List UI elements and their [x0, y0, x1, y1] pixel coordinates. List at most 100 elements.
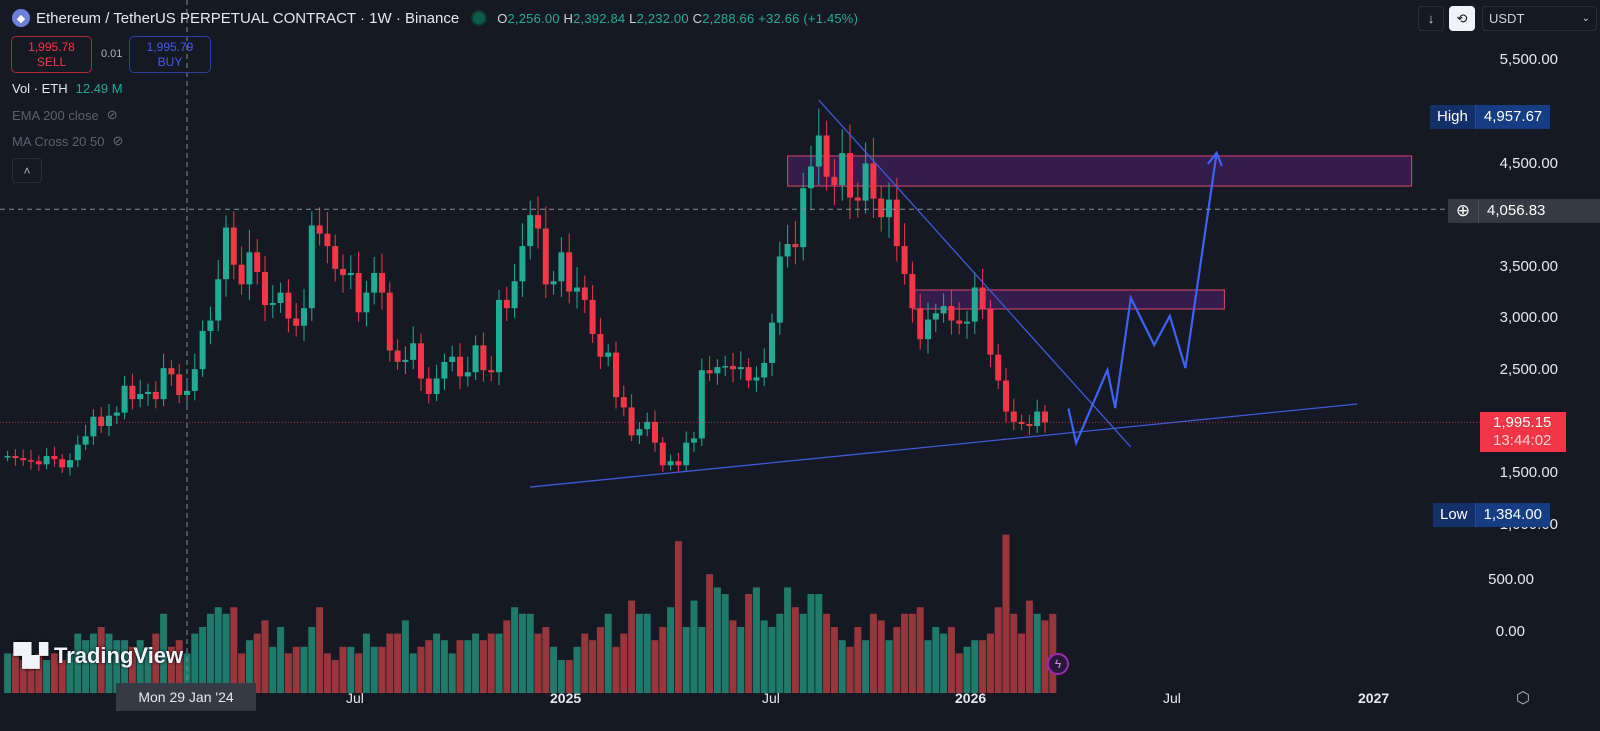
candle-body: [675, 461, 682, 466]
time-tick: Jul: [762, 690, 780, 706]
candle-body: [613, 352, 619, 398]
candle-body: [987, 309, 994, 355]
candle-body: [285, 292, 292, 319]
candle-body: [4, 456, 11, 458]
add-alert-plus-icon[interactable]: ⊕: [1448, 199, 1478, 223]
auto-scale-button[interactable]: ⟲: [1449, 6, 1475, 31]
candle-body: [503, 299, 510, 309]
volume-bar: [635, 613, 643, 693]
settings-icon[interactable]: ⬡: [1516, 690, 1530, 707]
volume-bar: [955, 653, 963, 693]
volume-bar: [97, 627, 105, 693]
candle-body: [581, 287, 588, 300]
candle-body: [308, 225, 315, 309]
volume-bar: [308, 627, 316, 693]
candle-body: [925, 319, 931, 340]
candle-body: [917, 308, 924, 340]
scroll-to-latest-button[interactable]: ↓: [1418, 6, 1444, 31]
volume-bar: [947, 627, 955, 693]
indicator-volume[interactable]: Vol · ETH 12.49 M: [12, 81, 123, 96]
candle-body: [940, 306, 947, 314]
price-tick: 500.00: [1488, 571, 1534, 588]
candle-body: [620, 397, 627, 408]
volume-bar: [862, 640, 870, 693]
candle-body: [113, 412, 120, 416]
chevron-up-icon: ˄: [23, 164, 31, 178]
candle-body: [254, 252, 261, 272]
candle-body: [628, 407, 635, 436]
volume-bar: [417, 646, 425, 693]
volume-bar: [386, 633, 394, 693]
candle-body: [363, 292, 370, 313]
candle-body: [199, 330, 206, 370]
candle-body: [418, 343, 424, 379]
volume-bar: [362, 633, 370, 693]
price-tick: 1,500.00: [1499, 464, 1558, 481]
volume-bar: [253, 633, 261, 693]
volume-bar: [269, 646, 277, 693]
candle-body: [129, 385, 136, 400]
candle-body: [301, 308, 307, 326]
volume-bar: [261, 620, 269, 693]
projection-arrowhead-icon: [1207, 150, 1223, 167]
price-tick: 3,500.00: [1499, 258, 1558, 275]
candle-body: [145, 391, 151, 394]
sell-price: 1,995.78: [28, 40, 75, 54]
candle-body: [652, 421, 658, 443]
lightning-event-icon[interactable]: ϟ: [1047, 653, 1069, 675]
indicator-ma-cross[interactable]: MA Cross 20 50 ⊘: [12, 133, 123, 149]
candle-body: [496, 299, 502, 373]
volume-bar: [628, 600, 636, 693]
candle-body: [246, 252, 253, 285]
symbol-title[interactable]: ◆ Ethereum / TetherUS PERPETUAL CONTRACT…: [12, 9, 858, 27]
bar-countdown: 13:44:02: [1493, 432, 1552, 449]
tradingview-logo-text: TradingView: [53, 643, 184, 668]
volume-bar: [823, 613, 831, 693]
currency-select[interactable]: USDT ⌄: [1482, 6, 1597, 31]
candle-body: [332, 246, 339, 269]
volume-bar: [183, 653, 191, 693]
candle-body: [223, 227, 229, 280]
buy-button[interactable]: 1,995.79 BUY: [129, 36, 211, 73]
sell-label: SELL: [36, 55, 67, 69]
candle-body: [1003, 380, 1009, 412]
eye-hidden-icon[interactable]: ⊘: [112, 133, 124, 148]
volume-bar: [347, 646, 355, 693]
volume-bar: [854, 627, 862, 693]
volume-bar: [979, 640, 987, 693]
volume-bar: [815, 594, 823, 693]
volume-bar: [456, 640, 464, 693]
candle-body: [394, 350, 401, 362]
last-price-label: 1,995.15 13:44:02: [1480, 412, 1566, 452]
candle-body: [324, 233, 331, 247]
last-price-value: 1,995.15: [1493, 414, 1552, 431]
volume-bar: [784, 587, 792, 693]
volume-bar: [901, 613, 909, 693]
candle-body: [862, 163, 869, 201]
eye-hidden-icon[interactable]: ⊘: [106, 107, 118, 122]
drawing-lines: [530, 99, 1358, 488]
candle-body: [433, 378, 440, 394]
volume-bar: [807, 594, 815, 693]
volume-bar: [620, 633, 628, 693]
volume-bar: [74, 633, 82, 693]
volume-bar: [846, 646, 854, 693]
candle-body: [1010, 411, 1017, 422]
candle-body: [51, 456, 58, 460]
candle-body: [761, 362, 768, 378]
tradingview-logo[interactable]: ▜▞ TradingView: [14, 643, 183, 669]
volume-bar: [776, 613, 784, 693]
indicator-ema-200[interactable]: EMA 200 close ⊘: [12, 107, 118, 123]
candle-body: [90, 416, 97, 437]
volume-bar: [908, 613, 916, 693]
auto-scale-icon: ⟲: [1456, 11, 1468, 26]
candle-body: [410, 343, 417, 360]
volume-bar: [448, 653, 456, 693]
market-status-icon[interactable]: [473, 12, 486, 24]
sell-button[interactable]: 1,995.78 SELL: [11, 36, 92, 73]
volume-bar: [409, 653, 417, 693]
volume-bar: [503, 620, 511, 693]
candle-body: [457, 356, 463, 377]
collapse-legend-button[interactable]: ˄: [12, 158, 42, 183]
